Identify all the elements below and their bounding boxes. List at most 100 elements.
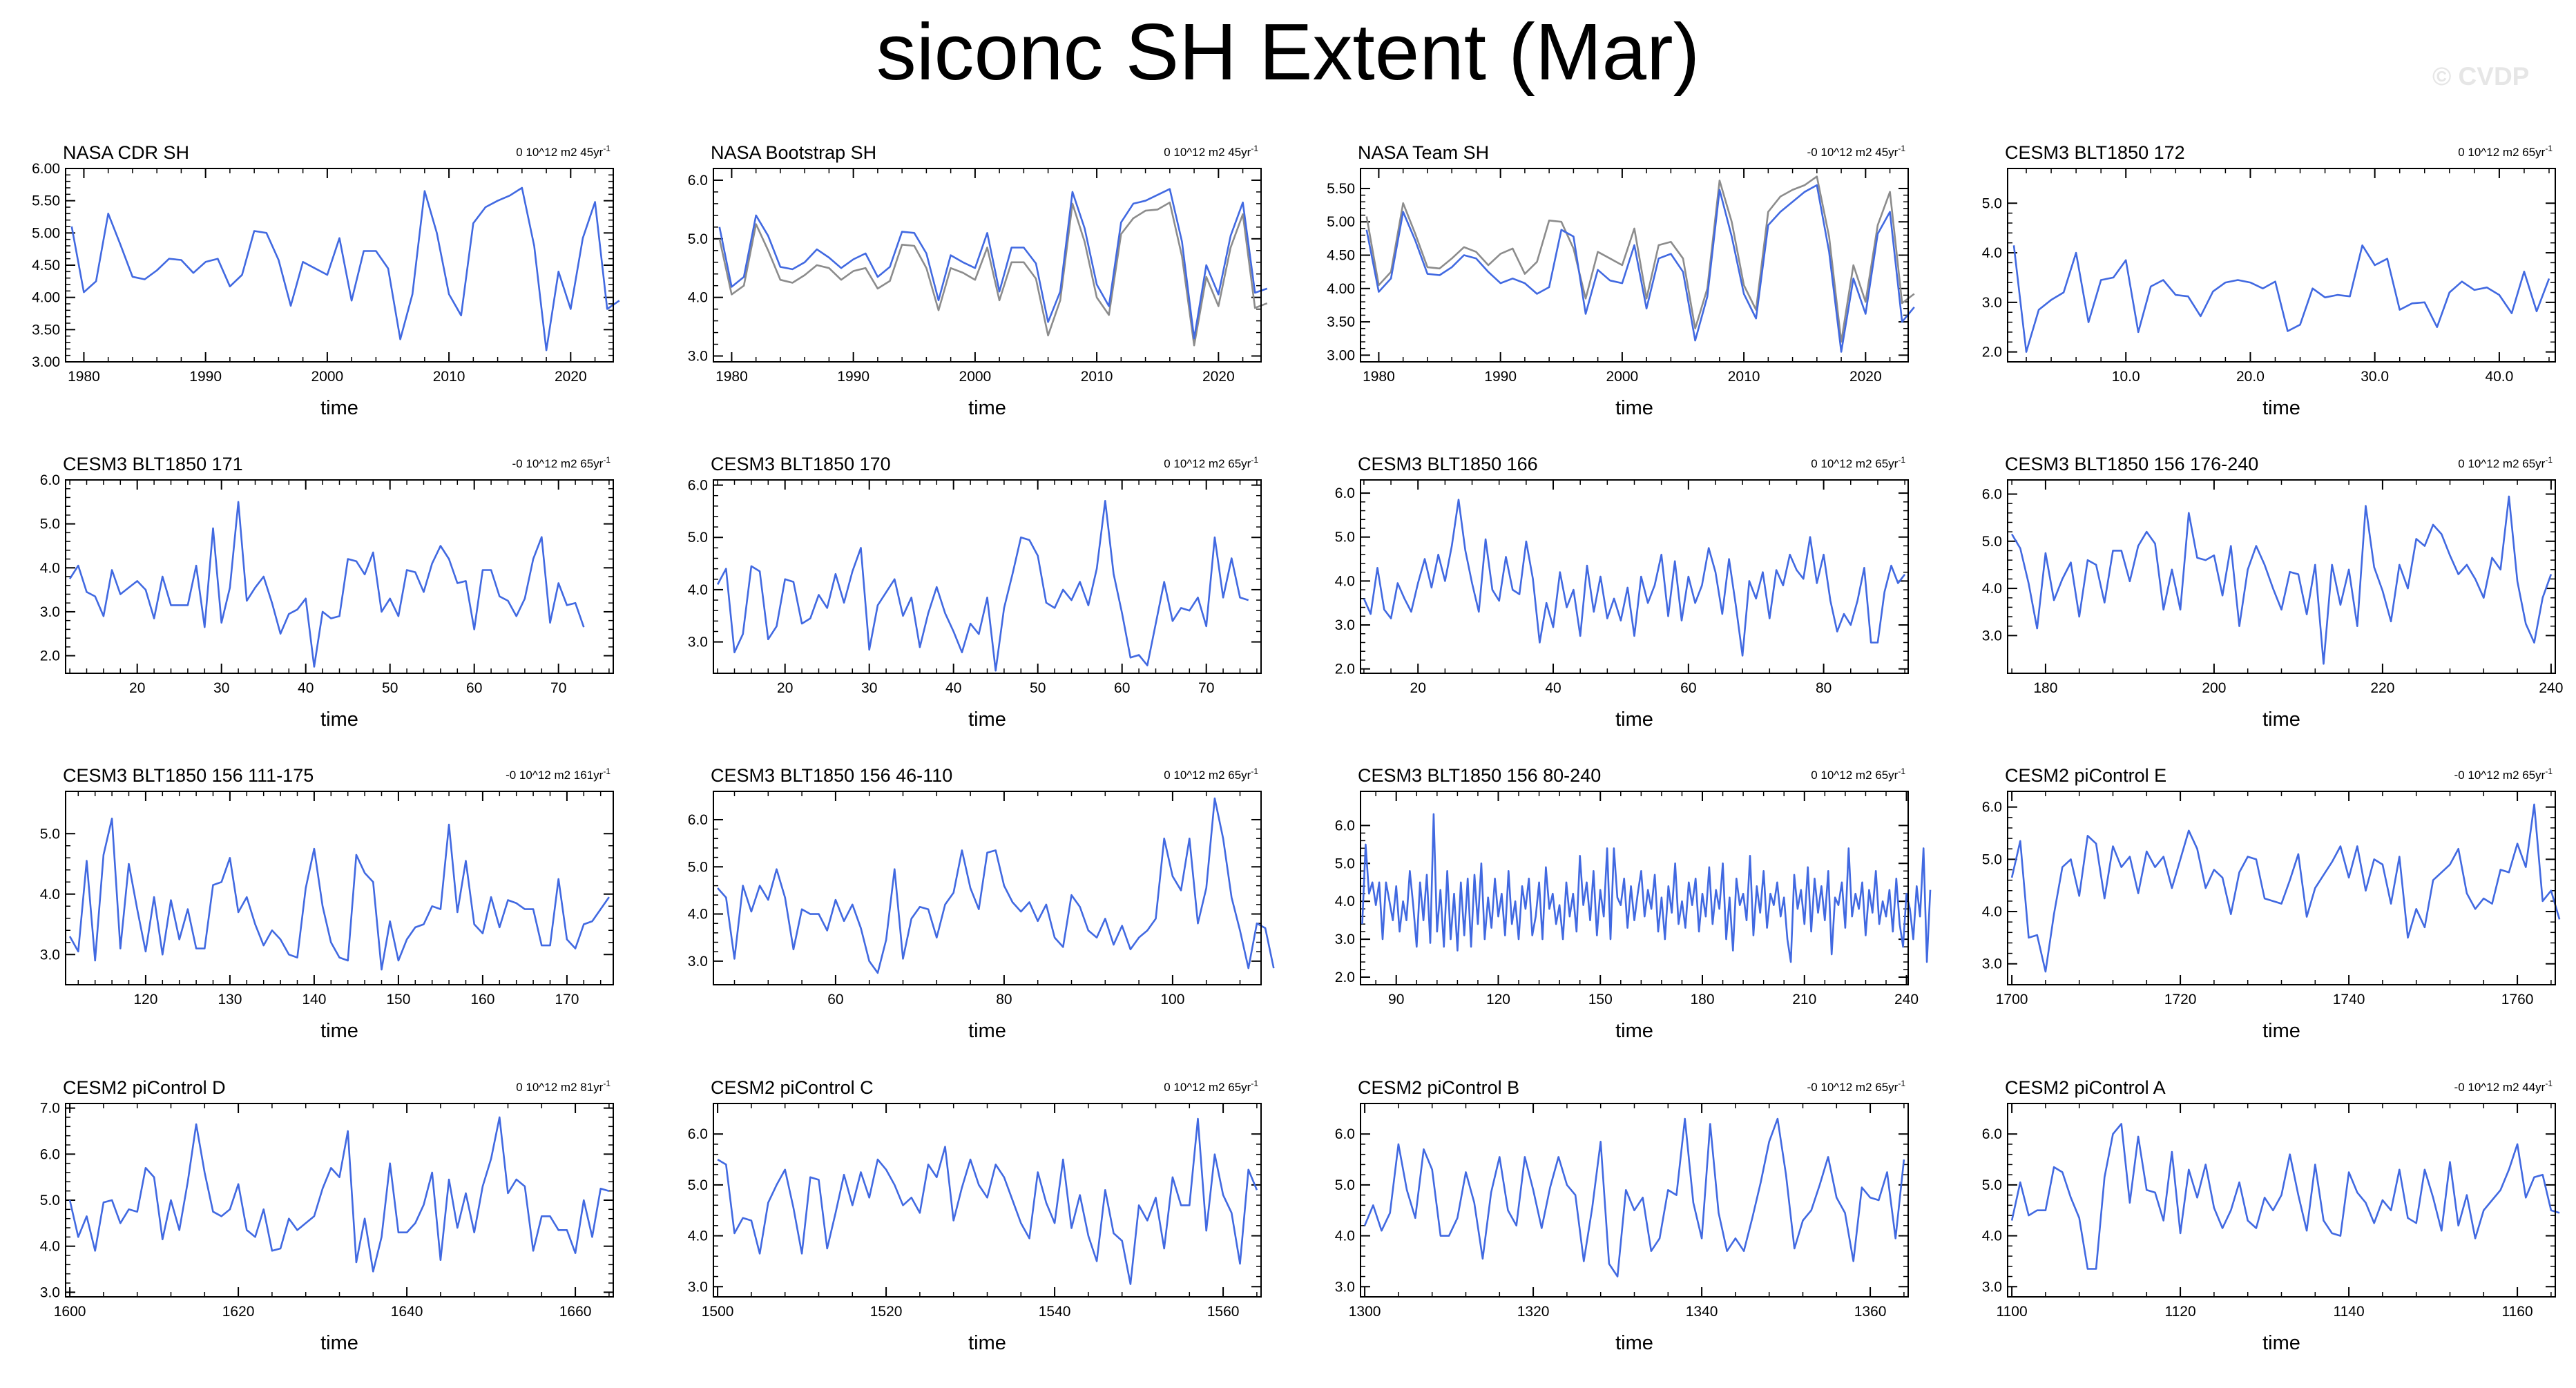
y-tick-label: 5.0 [40, 517, 60, 532]
x-tick-label: 40 [1545, 680, 1561, 696]
x-axis-label: time [320, 1332, 358, 1354]
trend-label: 0 10^12 m2 65yr-1 [1811, 455, 1905, 470]
x-tick-label: 160 [470, 992, 494, 1008]
y-tick-label: 7.0 [40, 1101, 60, 1117]
x-axis-label: time [968, 397, 1006, 419]
x-tick-label: 180 [2033, 680, 2057, 696]
y-tick-label: 5.00 [32, 225, 60, 241]
x-tick-label: 2020 [1849, 369, 1882, 385]
plot-frame [65, 791, 614, 985]
series-line [1361, 813, 1932, 963]
series-line [69, 501, 585, 668]
x-tick-label: 1360 [1854, 1304, 1887, 1320]
y-tick-label: 3.0 [1335, 1279, 1355, 1295]
chart-panel: CESM3 BLT1850 166 0 10^12 m2 65yr-1 2.0 3.0… [1335, 454, 1909, 731]
y-tick-label: 6.0 [688, 173, 708, 189]
panel-title: CESM3 BLT1850 156 111-175 [63, 765, 314, 786]
trend-label: 0 10^12 m2 81yr-1 [516, 1079, 611, 1094]
x-tick-label: 210 [1792, 992, 1816, 1008]
y-tick-label: 3.0 [1982, 295, 2002, 311]
panel-title: CESM3 BLT1850 156 46-110 [711, 765, 952, 786]
chart-panel: CESM2 piControl A -0 10^12 m2 44yr-1 3.0 4.… [1982, 1077, 2560, 1354]
plot-frame [713, 1103, 1262, 1298]
series-line [718, 188, 1268, 340]
x-tick-label: 20 [777, 680, 793, 696]
y-tick-label: 2.0 [1335, 662, 1355, 677]
y-tick-label: 4.0 [40, 887, 60, 903]
y-tick-label: 6.0 [40, 1146, 60, 1162]
x-tick-label: 1990 [837, 369, 869, 385]
x-tick-label: 2000 [1606, 369, 1639, 385]
x-tick-label: 1740 [2333, 992, 2365, 1008]
x-axis-label: time [968, 1332, 1006, 1354]
panel-title: NASA CDR SH [63, 142, 189, 163]
y-tick-label: 3.0 [688, 635, 708, 650]
x-tick-label: 1980 [1363, 369, 1395, 385]
series-line [1363, 499, 1906, 657]
x-tick-label: 1620 [222, 1304, 255, 1320]
y-tick-label: 3.0 [688, 954, 708, 970]
x-axis-label: time [2262, 397, 2300, 419]
y-tick-label: 6.0 [1982, 1126, 2002, 1142]
x-axis-label: time [2262, 709, 2300, 731]
y-tick-label: 3.50 [32, 322, 60, 338]
x-tick-label: 80 [1816, 680, 1832, 696]
y-tick-label: 4.0 [1982, 245, 2002, 261]
series-line [716, 499, 1249, 672]
x-axis-label: time [320, 1020, 358, 1042]
series-line [70, 186, 620, 351]
x-tick-label: 40 [298, 680, 314, 696]
panel-title: CESM2 piControl C [711, 1077, 874, 1098]
y-tick-label: 5.0 [1982, 1177, 2002, 1193]
plot-frame [713, 479, 1262, 674]
x-tick-label: 1500 [702, 1304, 734, 1320]
x-tick-label: 10.0 [2112, 369, 2140, 385]
trend-label: -0 10^12 m2 161yr-1 [506, 767, 611, 782]
y-tick-label: 3.00 [32, 354, 60, 370]
series-line [1363, 1117, 1905, 1278]
y-tick-label: 5.00 [1327, 214, 1355, 230]
watermark: © CVDP [2432, 62, 2530, 90]
x-tick-label: 2000 [311, 369, 344, 385]
y-tick-label: 5.0 [40, 826, 60, 842]
trend-label: 0 10^12 m2 65yr-1 [1164, 455, 1258, 470]
x-tick-label: 1660 [559, 1304, 592, 1320]
chart-panel: NASA CDR SH 0 10^12 m2 45yr-1 3.00 3.50 4.00… [32, 142, 620, 419]
y-tick-label: 6.0 [1982, 800, 2002, 816]
series-line [1365, 175, 1915, 343]
plot-frame [1360, 479, 1909, 674]
y-tick-label: 3.0 [1335, 617, 1355, 633]
x-tick-label: 170 [555, 992, 579, 1008]
x-tick-label: 130 [218, 992, 242, 1008]
x-tick-label: 180 [1690, 992, 1714, 1008]
panel-title: CESM2 piControl B [1358, 1077, 1519, 1098]
series-line [718, 201, 1268, 347]
plot-frame [713, 791, 1262, 985]
x-tick-label: 2010 [1081, 369, 1113, 385]
y-tick-label: 4.00 [1327, 281, 1355, 297]
y-tick-label: 3.00 [1327, 347, 1355, 363]
y-tick-label: 3.0 [1982, 956, 2002, 972]
x-axis-label: time [1615, 709, 1653, 731]
x-tick-label: 20 [1410, 680, 1426, 696]
x-tick-label: 60 [1680, 680, 1696, 696]
y-tick-label: 4.0 [1982, 581, 2002, 597]
x-tick-label: 50 [1030, 680, 1046, 696]
x-axis-label: time [968, 709, 1006, 731]
x-tick-label: 1520 [870, 1304, 903, 1320]
y-tick-label: 5.0 [688, 1177, 708, 1193]
panel-title: NASA Bootstrap SH [711, 142, 876, 163]
series-line [1365, 184, 1915, 353]
y-tick-label: 6.0 [688, 1126, 708, 1142]
plot-frame [65, 1103, 614, 1298]
x-tick-label: 200 [2202, 680, 2226, 696]
chart-panel: CESM2 piControl B -0 10^12 m2 65yr-1 3.0 4.… [1335, 1077, 1909, 1354]
x-tick-label: 2000 [959, 369, 992, 385]
plot-frame [2007, 168, 2556, 363]
x-tick-label: 70 [1198, 680, 1214, 696]
trend-label: 0 10^12 m2 45yr-1 [516, 144, 611, 159]
y-tick-label: 5.0 [1982, 534, 2002, 550]
panel-title: CESM2 piControl D [63, 1077, 226, 1098]
y-tick-label: 5.0 [1982, 851, 2002, 867]
